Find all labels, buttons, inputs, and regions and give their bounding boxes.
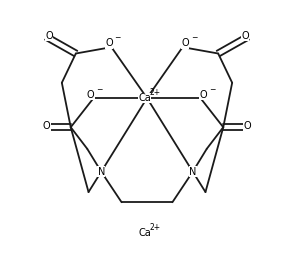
Text: −: −: [209, 85, 215, 94]
Text: O: O: [244, 121, 251, 131]
Text: O: O: [241, 31, 249, 41]
Text: −: −: [96, 85, 102, 94]
Text: 2+: 2+: [150, 223, 161, 232]
Text: Ca: Ca: [138, 93, 151, 103]
Text: O: O: [87, 90, 94, 100]
Text: N: N: [189, 167, 196, 177]
Text: −: −: [191, 33, 197, 42]
Text: O: O: [181, 38, 189, 48]
Text: −: −: [114, 33, 121, 42]
Text: Ca: Ca: [138, 228, 151, 238]
Text: O: O: [43, 121, 50, 131]
Text: 2+: 2+: [150, 88, 161, 97]
Text: O: O: [45, 31, 53, 41]
Text: O: O: [105, 38, 113, 48]
Text: N: N: [98, 167, 105, 177]
Text: O: O: [200, 90, 207, 100]
